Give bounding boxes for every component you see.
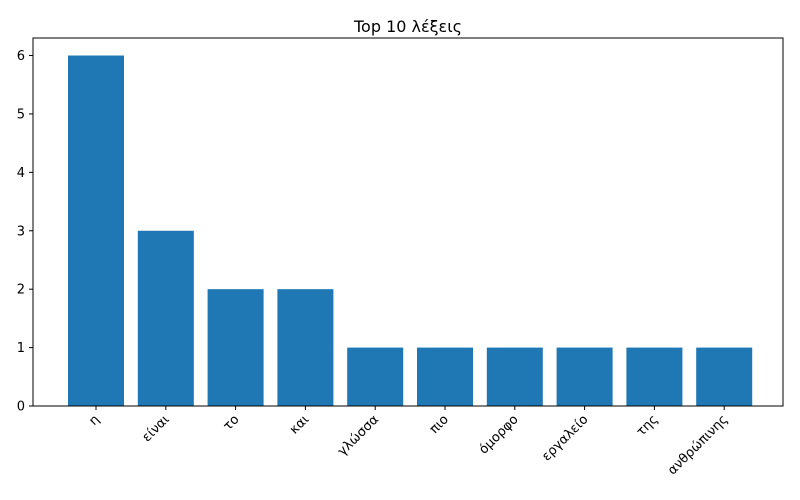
bar-0 — [68, 55, 124, 407]
bar-3 — [277, 289, 334, 406]
bar-9 — [696, 347, 753, 406]
y-tick-label: 6 — [17, 49, 25, 64]
x-axis: η είναι το και γλώσσα πιο όμορφο εργαλείο της ανθ… — [86, 406, 731, 478]
y-tick-label: 3 — [17, 224, 25, 239]
x-tick-label: ανθρώπινης — [665, 412, 731, 478]
bar-7 — [556, 347, 613, 406]
x-tick-label: εργαλείο — [539, 412, 591, 464]
chart-title: Top 10 λέξεις — [353, 17, 462, 36]
y-tick-label: 5 — [17, 107, 25, 122]
y-axis: 0 1 2 3 4 5 6 — [17, 49, 33, 415]
x-tick-label: και — [287, 412, 312, 437]
bar-4 — [347, 347, 404, 406]
bar-5 — [417, 347, 473, 406]
x-tick-label: της — [634, 412, 661, 439]
y-tick-label: 0 — [17, 400, 25, 415]
bar-2 — [207, 289, 264, 406]
x-tick-label: η — [86, 412, 102, 428]
y-tick-label: 4 — [17, 166, 25, 181]
x-tick-label: το — [221, 412, 243, 434]
x-tick-label: γλώσσα — [335, 412, 382, 459]
x-tick-label: όμορφο — [476, 412, 521, 457]
plot-frame — [32, 37, 784, 407]
bars-group — [68, 55, 753, 407]
bar-1 — [137, 230, 194, 406]
x-tick-label: είναι — [140, 412, 173, 445]
x-tick-label: πιο — [427, 412, 452, 437]
bar-8 — [626, 347, 683, 406]
y-tick-label: 2 — [17, 283, 25, 298]
y-tick-label: 1 — [17, 341, 25, 356]
bar-6 — [486, 347, 543, 406]
